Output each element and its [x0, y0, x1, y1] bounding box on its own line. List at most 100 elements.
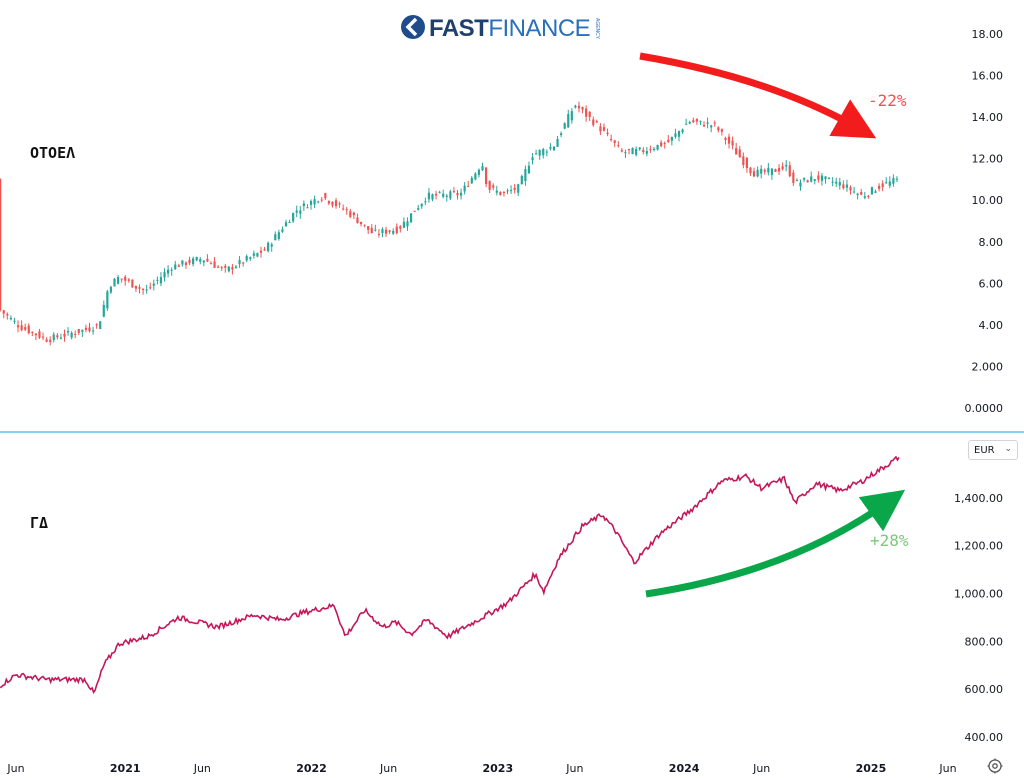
top-y-tick-label: 16.00: [972, 70, 1004, 83]
candle-body: [449, 191, 452, 199]
candle-body: [184, 262, 188, 266]
candle-body: [302, 203, 305, 207]
candle-body: [434, 193, 438, 196]
candle-body: [345, 209, 348, 211]
candle-body: [756, 169, 759, 177]
candle-body: [685, 123, 688, 125]
candle-body: [524, 169, 527, 182]
top-y-tick-label: 4.00: [979, 319, 1004, 332]
candle-body: [274, 234, 277, 241]
candle-body: [481, 166, 484, 171]
x-tick-label: Jun: [938, 762, 956, 775]
candle-body: [813, 179, 816, 181]
candle-body: [409, 213, 413, 223]
candle-body: [477, 169, 481, 175]
top-y-tick-label: 8.00: [979, 236, 1004, 249]
candle-body: [188, 259, 191, 264]
candle-body: [77, 328, 80, 334]
candle-body: [317, 201, 320, 203]
candle-body: [867, 195, 870, 197]
candle-body: [163, 272, 166, 278]
candle-body: [202, 260, 205, 263]
candle-body: [120, 278, 123, 280]
candle-body: [638, 147, 641, 150]
candle-body: [145, 289, 148, 291]
candle-body: [392, 231, 395, 234]
candle-body: [338, 203, 341, 205]
candle-body: [356, 217, 359, 224]
candle-body: [724, 137, 727, 141]
candle-body: [159, 277, 163, 284]
candle-body: [463, 185, 466, 192]
candle-body: [706, 122, 709, 124]
candle-body: [34, 333, 38, 336]
candle-body: [192, 258, 195, 265]
candle-body: [127, 279, 130, 281]
candle-body: [359, 221, 363, 225]
candle-body: [656, 144, 659, 150]
candle-body: [170, 269, 173, 271]
candle-body: [417, 208, 420, 210]
candle-body: [327, 201, 330, 204]
candle-body: [334, 200, 338, 207]
candle-body: [742, 156, 745, 165]
candle-body: [199, 259, 202, 262]
candle-body: [731, 140, 734, 146]
candle-body: [642, 149, 645, 152]
candle-body: [195, 257, 198, 261]
time-axis[interactable]: Jun 2021 Jun 2022 Jun 2023 Jun 2024 Jun 2025 Jun: [6, 762, 956, 775]
candle-body: [38, 331, 41, 338]
candle-body: [720, 129, 723, 132]
candle-body: [249, 257, 252, 259]
top-y-tick-label: 12.00: [972, 153, 1004, 166]
candle-body: [288, 222, 291, 224]
candle-body: [167, 269, 170, 274]
candle-body: [452, 191, 456, 193]
candle-body: [295, 210, 298, 213]
red-down-arrow: [639, 52, 877, 139]
candle-body: [131, 279, 134, 288]
candle-body: [617, 145, 620, 147]
candle-body: [459, 192, 463, 196]
candle-body: [402, 221, 406, 228]
x-tick-label: Jun: [565, 762, 583, 775]
candle-body: [877, 185, 881, 189]
bottom-y-tick-label: 1,200.00: [954, 540, 1003, 553]
candle-body: [799, 182, 802, 187]
candle-body: [785, 164, 788, 167]
candle-body: [374, 229, 377, 231]
candle-body: [624, 152, 627, 154]
candle-body: [74, 333, 77, 335]
candle-body: [688, 122, 691, 124]
x-tick-label: Jun: [6, 762, 24, 775]
x-tick-label: 2024: [669, 762, 700, 775]
gear-icon[interactable]: [986, 757, 1004, 775]
candle-body: [431, 194, 434, 200]
candle-body: [20, 325, 23, 331]
candle-body: [663, 142, 666, 144]
candle-body: [252, 253, 255, 256]
candle-body: [66, 331, 70, 333]
candle-body: [209, 263, 213, 265]
candle-body: [6, 313, 9, 316]
top-y-tick-label: 14.00: [972, 111, 1004, 124]
candle-body: [24, 327, 27, 330]
candle-body: [377, 233, 380, 235]
candle-body: [502, 192, 506, 194]
candle-body: [774, 169, 777, 172]
candle-body: [31, 332, 34, 334]
candle-body: [138, 287, 141, 289]
candle-body: [610, 138, 613, 141]
candle-body: [713, 122, 716, 124]
candle-body: [538, 149, 541, 156]
currency-select[interactable]: EUR ⌄: [968, 440, 1018, 460]
x-tick-label: 2023: [483, 762, 514, 775]
candle-body: [535, 153, 538, 155]
bottom-y-tick-label: 1,000.00: [954, 588, 1003, 601]
candle-body: [352, 212, 355, 216]
candle-body: [574, 105, 577, 108]
candle-body: [585, 108, 588, 117]
candle-body: [531, 157, 534, 161]
candle-body: [488, 180, 491, 190]
